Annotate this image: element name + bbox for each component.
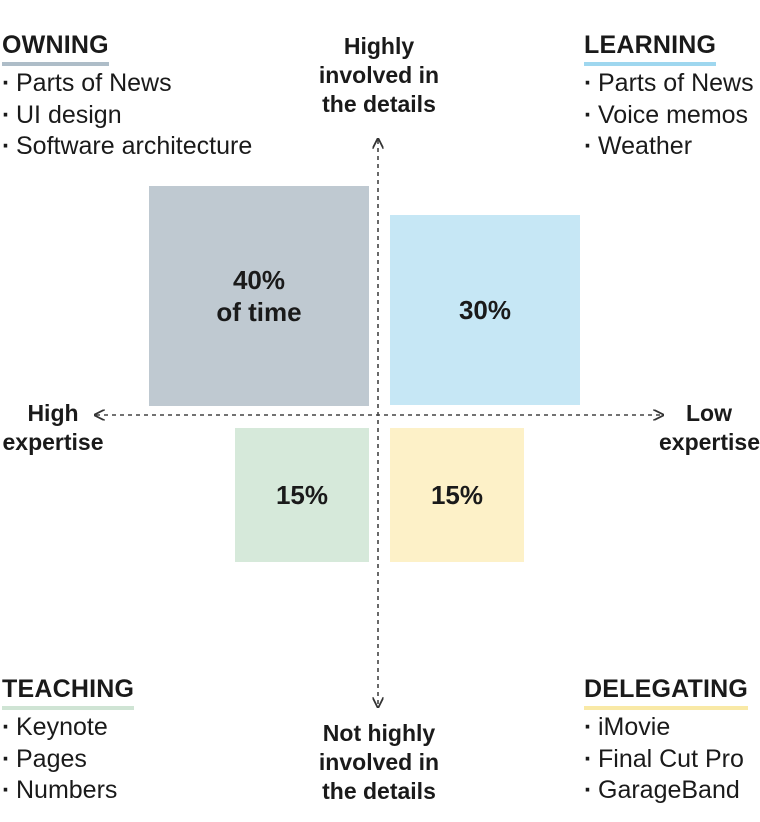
- axis-top-line-3: the details: [322, 91, 436, 117]
- list-item: Parts of News: [584, 68, 754, 100]
- teaching-title-text: TEACHING: [2, 675, 135, 703]
- teaching-title: TEACHING: [2, 674, 135, 710]
- teaching-underline: [2, 706, 135, 710]
- axis-left-line-1: High: [27, 400, 79, 426]
- delegating-list: iMovie Final Cut Pro GarageBand: [584, 712, 744, 807]
- list-item: Voice memos: [584, 100, 754, 132]
- owning-underline: [2, 62, 109, 66]
- axis-left-line-2: expertise: [2, 429, 104, 455]
- owning-percent: 40%: [232, 265, 286, 295]
- delegating-box: 15%: [390, 428, 524, 562]
- axis-right-line-1: Low: [686, 400, 732, 426]
- list-item: UI design: [2, 100, 252, 132]
- delegating-box-label: 15%: [431, 479, 483, 511]
- list-item: Keynote: [2, 712, 117, 744]
- axis-label-bottom: Not highly involved in the details: [300, 719, 458, 806]
- delegating-title-text: DELEGATING: [584, 675, 749, 703]
- list-item: Parts of News: [2, 68, 252, 100]
- list-item: Pages: [2, 744, 117, 776]
- list-item: Final Cut Pro: [584, 744, 744, 776]
- learning-title-text: LEARNING: [584, 31, 717, 59]
- learning-underline: [584, 62, 717, 66]
- owning-title-text: OWNING: [2, 31, 109, 59]
- list-item: Weather: [584, 131, 754, 163]
- list-item: iMovie: [584, 712, 744, 744]
- axis-bottom-line-3: the details: [322, 778, 436, 804]
- axis-top-line-2: involved in: [318, 62, 440, 88]
- list-item: GarageBand: [584, 775, 744, 807]
- learning-title: LEARNING: [584, 30, 717, 66]
- axis-label-top: Highly involved in the details: [300, 32, 458, 119]
- owning-percent-caption: of time: [216, 297, 302, 327]
- teaching-box: 15%: [235, 428, 369, 562]
- teaching-list: Keynote Pages Numbers: [2, 712, 117, 807]
- owning-box-label: 40% of time: [216, 264, 301, 328]
- learning-list: Parts of News Voice memos Weather: [584, 68, 754, 163]
- learning-box-label: 30%: [459, 294, 511, 326]
- learning-percent: 30%: [458, 295, 512, 325]
- axis-bottom-line-1: Not highly: [322, 720, 436, 746]
- owning-title: OWNING: [2, 30, 109, 66]
- axis-label-right: Low expertise: [650, 399, 760, 457]
- list-item: Software architecture: [2, 131, 252, 163]
- teaching-box-label: 15%: [276, 479, 328, 511]
- owning-box: 40% of time: [149, 186, 369, 406]
- delegating-underline: [584, 706, 749, 710]
- delegating-title: DELEGATING: [584, 674, 749, 710]
- axis-label-left: High expertise: [0, 399, 106, 457]
- teaching-percent: 15%: [275, 480, 329, 510]
- axis-right-line-2: expertise: [658, 429, 760, 455]
- axis-top-line-1: Highly: [343, 33, 415, 59]
- learning-box: 30%: [390, 215, 580, 405]
- owning-list: Parts of News UI design Software archite…: [2, 68, 252, 163]
- delegating-percent: 15%: [430, 480, 484, 510]
- list-item: Numbers: [2, 775, 117, 807]
- axis-bottom-line-2: involved in: [318, 749, 440, 775]
